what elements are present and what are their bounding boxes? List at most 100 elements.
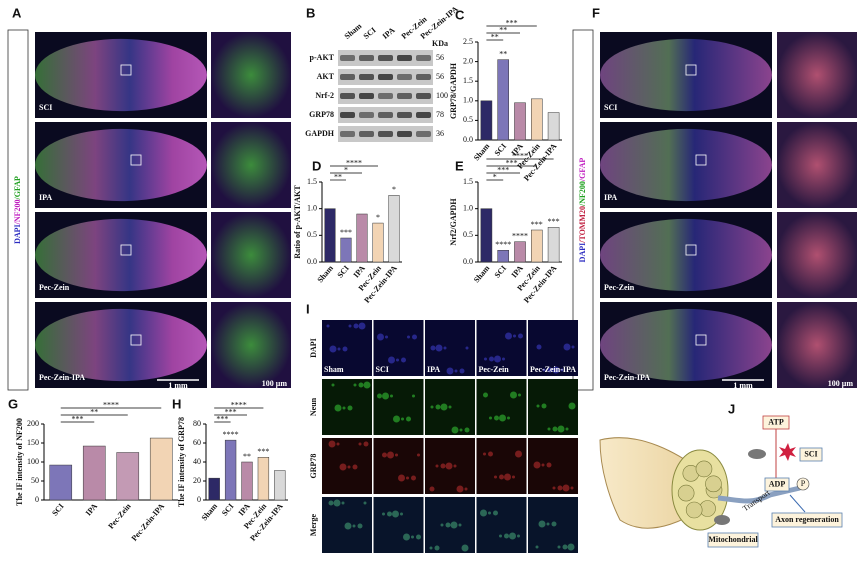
tissue [35,308,207,382]
cell [331,383,335,387]
cell [357,523,363,529]
y-tick-label: 2.5 [463,37,473,46]
cell [440,523,444,527]
y-tick-label: 100 [27,457,39,466]
blot-band [359,74,374,80]
cell [429,486,435,492]
fascicle [685,501,703,519]
cell [348,324,352,328]
cell [499,534,502,538]
cell [446,367,454,375]
cell [401,417,404,421]
zoom-image [777,122,857,208]
blot-band [416,55,431,61]
cell [352,524,356,528]
y-axis-label: Nrf2/GAPDH [449,198,458,246]
significance-label: ** [243,452,251,461]
bar [49,464,73,501]
comparison-label: *** [72,414,84,423]
phosphate [796,477,810,491]
cell [541,403,547,409]
y-tick-label: 0 [35,495,39,504]
cell [336,442,340,446]
cell [443,346,447,350]
axon [717,485,801,504]
protein-label: GRP78 [309,110,334,119]
row-label: IPA [604,193,617,202]
row-label: SCI [39,103,52,112]
significance-label: * [376,213,380,222]
bar [497,250,509,263]
comparison-label: ** [499,25,507,34]
significance-label: **** [495,240,511,249]
x-tick-label: SCI [220,502,235,518]
stain-label: DAPI/TOMM20/NF200/GFAP [578,158,587,263]
lane-label: IPA [381,25,397,41]
cell [552,486,556,490]
blot-band [359,55,374,61]
y-tick-label: 2.0 [463,56,473,65]
mitochondrion [748,449,766,459]
y-tick-label: 20 [193,476,201,485]
y-tick-label: 0.5 [463,230,473,239]
cell [440,403,448,411]
fascicle [705,475,722,493]
cell [499,414,506,422]
protein-label: GAPDH [305,129,335,138]
cell [411,535,414,539]
protein-label: Nrf-2 [315,91,334,100]
cell [434,545,440,551]
cell [480,509,487,517]
cell [412,394,415,398]
cell [328,500,334,506]
column-label: IPA [427,365,440,374]
cell [341,501,345,505]
cell [395,453,398,457]
bar [274,470,286,501]
cell [536,344,542,350]
cell [546,462,552,468]
diagram-label: SCI [804,449,817,458]
cell [347,405,353,411]
cell [557,545,561,549]
y-axis-label: Ratio of p-AKT/AKT [293,185,302,259]
cell [407,335,410,339]
cell [353,383,357,387]
blot-band [397,112,412,118]
cell [450,521,458,529]
cell [565,427,569,431]
cell [388,356,395,364]
comparison-label: **** [512,151,528,160]
panel-letter: H [172,396,181,411]
significance-label: *** [340,228,352,237]
cell [513,334,516,338]
diagram-label: ATP [768,417,784,426]
y-tick-label: 0 [197,495,201,504]
comparison-label: **** [103,400,119,409]
comparison-label: *** [497,165,509,174]
cell [507,416,510,420]
cell [456,485,464,493]
cell [430,405,434,409]
label-box [764,477,790,492]
blot-band [378,93,393,99]
cell [334,404,342,412]
micrograph [373,497,424,553]
cell [563,343,571,351]
cell [567,543,575,551]
bar [497,59,509,141]
column-label: Pec-Zein [479,365,510,374]
micrograph [373,438,424,494]
tissue [35,128,207,202]
tissue [600,128,772,202]
blot-band [340,112,355,118]
blot-band [359,131,374,137]
comparison-label: * [344,165,348,174]
cell [489,356,494,362]
kda-value: 78 [436,110,444,119]
stain-frame [572,29,594,391]
column-label: Sham [324,365,344,374]
cell [557,485,563,491]
bar [356,213,368,263]
cell [342,406,346,410]
